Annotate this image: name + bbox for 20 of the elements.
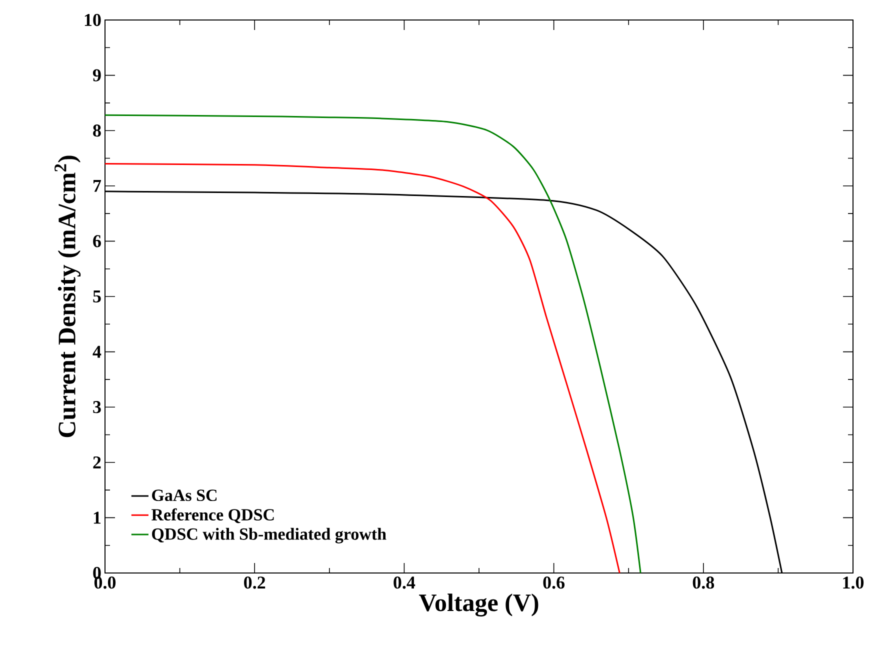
x-tick-label: 0.8	[692, 576, 714, 589]
legend-label: GaAs SC	[152, 490, 217, 502]
x-axis-title: Voltage (V)	[418, 594, 538, 616]
y-axis-title: Current Density (mA/cm$^{2}$)	[54, 156, 81, 438]
x-tick-label: 1.0	[843, 576, 864, 589]
x-tick-label: 0.6	[543, 576, 565, 589]
y-tick-label: 6	[93, 235, 101, 248]
x-tick-label: 0.4	[394, 576, 416, 589]
legend-label: Reference QDSC	[152, 508, 274, 524]
legend-label: QDSC with Sb-mediated growth	[152, 528, 386, 544]
y-tick-label: 3	[93, 401, 101, 414]
y-tick-label: 4	[92, 346, 102, 358]
y-tick-label: 9	[92, 69, 101, 82]
y-tick-label: 8	[93, 124, 101, 137]
x-tick-label: 0.2	[244, 576, 266, 589]
y-tick-label: 2	[93, 456, 101, 468]
y-tick-label: 1	[94, 512, 101, 524]
y-tick-label: 10	[84, 14, 101, 26]
y-tick-label: 7	[94, 180, 102, 192]
y-tick-label: 5	[93, 290, 101, 302]
